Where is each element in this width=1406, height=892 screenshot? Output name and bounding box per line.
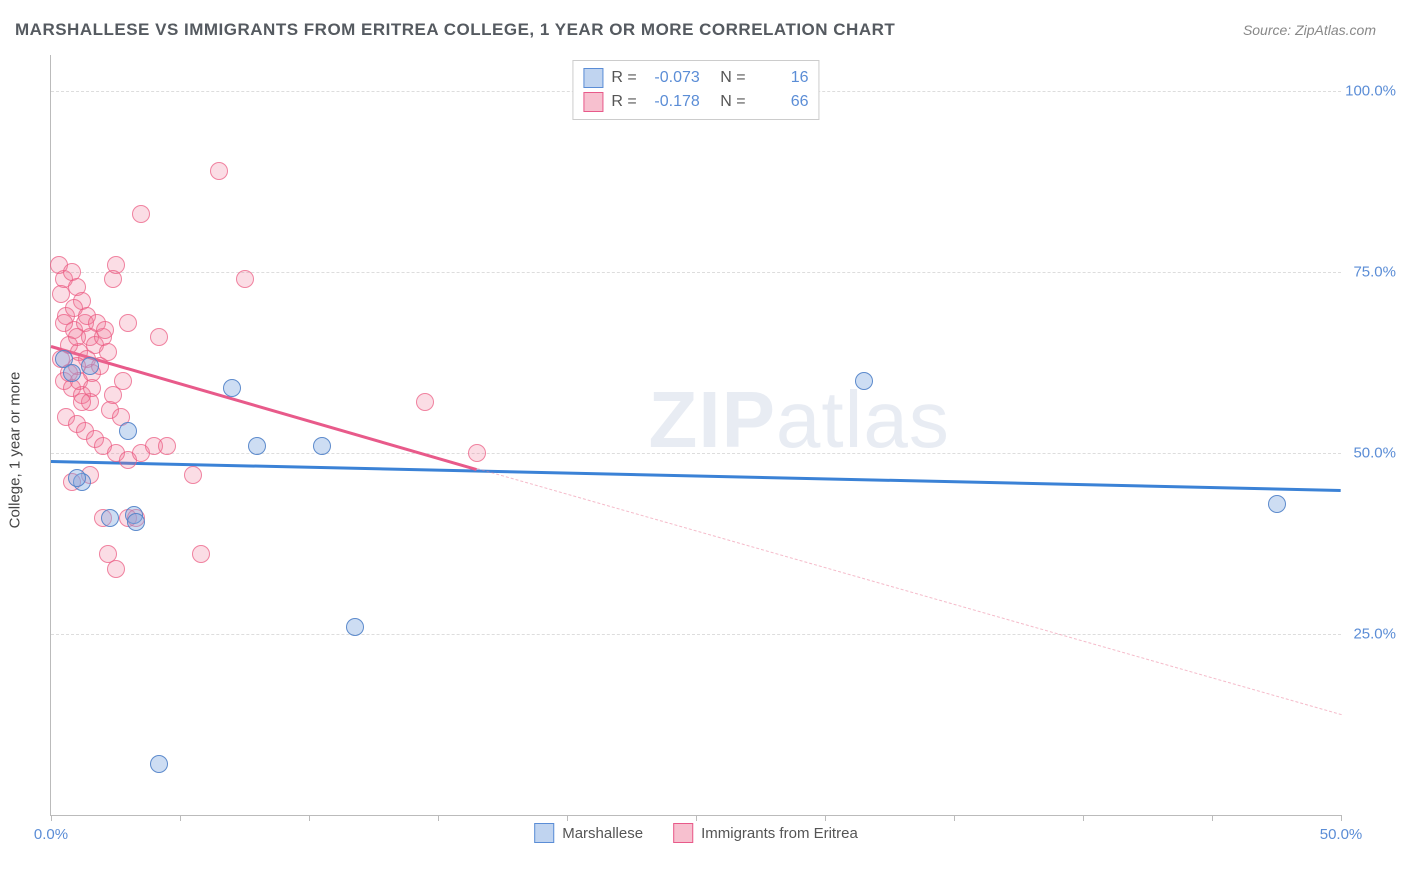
xtick — [954, 815, 955, 821]
legend-label: Immigrants from Eritrea — [701, 825, 858, 842]
xtick-label: 50.0% — [1320, 826, 1363, 843]
chart-area: College, 1 year or more ZIPatlas R = -0.… — [50, 55, 1380, 845]
data-point — [223, 379, 241, 397]
r-label: R = — [611, 69, 636, 87]
watermark: ZIPatlas — [648, 374, 949, 466]
r-value: -0.178 — [645, 93, 700, 111]
data-point — [416, 393, 434, 411]
data-point — [1268, 495, 1286, 513]
data-point — [119, 314, 137, 332]
n-value: 66 — [754, 93, 809, 111]
n-label: N = — [720, 93, 745, 111]
data-point — [192, 545, 210, 563]
gridline — [51, 634, 1341, 635]
data-point — [132, 205, 150, 223]
plot-region: ZIPatlas R = -0.073 N = 16 R = -0.178 N … — [50, 55, 1341, 816]
chart-title: MARSHALLESE VS IMMIGRANTS FROM ERITREA C… — [15, 20, 895, 40]
gridline — [51, 453, 1341, 454]
data-point — [313, 437, 331, 455]
data-point — [236, 270, 254, 288]
xtick — [1212, 815, 1213, 821]
data-point — [68, 469, 86, 487]
xtick — [1341, 815, 1342, 821]
legend-label: Marshallese — [562, 825, 643, 842]
data-point — [104, 386, 122, 404]
series-legend: Marshallese Immigrants from Eritrea — [534, 823, 858, 843]
y-axis-label: College, 1 year or more — [7, 372, 24, 529]
data-point — [101, 509, 119, 527]
swatch-pink-icon — [583, 92, 603, 112]
ytick-label: 50.0% — [1353, 445, 1396, 462]
data-point — [855, 372, 873, 390]
legend-row-blue: R = -0.073 N = 16 — [583, 66, 808, 90]
ytick-label: 100.0% — [1345, 83, 1396, 100]
swatch-blue-icon — [534, 823, 554, 843]
chart-header: MARSHALLESE VS IMMIGRANTS FROM ERITREA C… — [0, 0, 1406, 50]
swatch-pink-icon — [673, 823, 693, 843]
data-point — [96, 321, 114, 339]
legend-item-blue: Marshallese — [534, 823, 643, 843]
xtick — [567, 815, 568, 821]
n-label: N = — [720, 69, 745, 87]
xtick-label: 0.0% — [34, 826, 68, 843]
data-point — [68, 328, 86, 346]
swatch-blue-icon — [583, 68, 603, 88]
data-point — [346, 618, 364, 636]
data-point — [158, 437, 176, 455]
data-point — [107, 560, 125, 578]
trend-line — [477, 468, 1342, 715]
r-label: R = — [611, 93, 636, 111]
data-point — [210, 162, 228, 180]
data-point — [83, 379, 101, 397]
data-point — [468, 444, 486, 462]
r-value: -0.073 — [645, 69, 700, 87]
data-point — [104, 270, 122, 288]
legend-item-pink: Immigrants from Eritrea — [673, 823, 858, 843]
ytick-label: 25.0% — [1353, 626, 1396, 643]
xtick — [51, 815, 52, 821]
data-point — [119, 422, 137, 440]
correlation-legend: R = -0.073 N = 16 R = -0.178 N = 66 — [572, 60, 819, 120]
xtick — [309, 815, 310, 821]
xtick — [825, 815, 826, 821]
ytick-label: 75.0% — [1353, 264, 1396, 281]
xtick — [1083, 815, 1084, 821]
xtick — [180, 815, 181, 821]
legend-row-pink: R = -0.178 N = 66 — [583, 90, 808, 114]
xtick — [438, 815, 439, 821]
trend-line — [51, 460, 1341, 492]
chart-source: Source: ZipAtlas.com — [1243, 22, 1376, 38]
data-point — [150, 755, 168, 773]
data-point — [184, 466, 202, 484]
data-point — [127, 513, 145, 531]
xtick — [696, 815, 697, 821]
data-point — [63, 364, 81, 382]
data-point — [248, 437, 266, 455]
n-value: 16 — [754, 69, 809, 87]
data-point — [150, 328, 168, 346]
data-point — [81, 357, 99, 375]
